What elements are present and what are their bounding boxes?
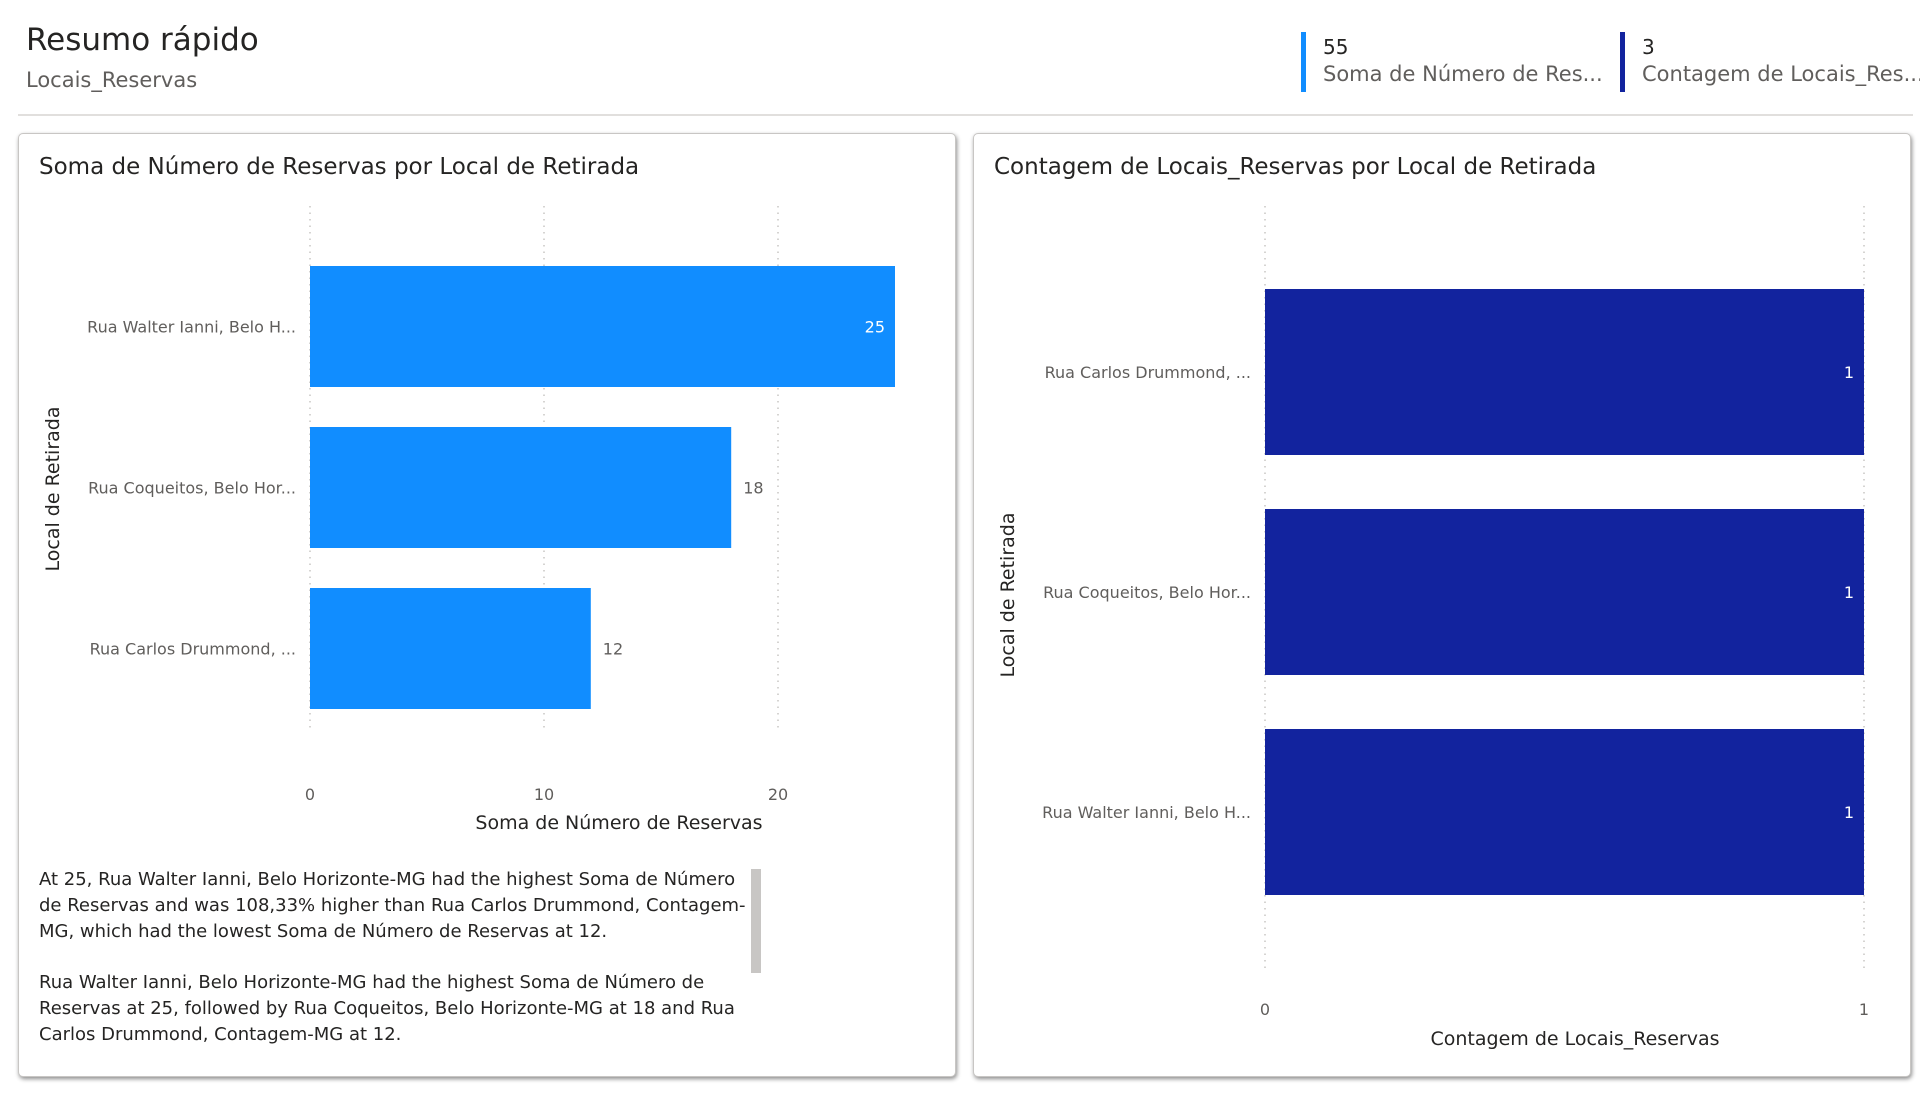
kpi-value: 55 <box>1323 35 1349 59</box>
x-tick-label: 1 <box>1859 1000 1869 1019</box>
chart-title: Soma de Número de Reservas por Local de … <box>39 154 640 180</box>
y-axis-title: Local de Retirada <box>42 407 64 572</box>
category-label: Rua Coqueitos, Belo Hor... <box>1043 583 1251 602</box>
bar[interactable] <box>1265 289 1864 455</box>
x-tick-label: 10 <box>534 785 554 804</box>
bar[interactable] <box>1265 509 1864 675</box>
smart-narrative: At 25, Rua Walter Ianni, Belo Horizonte-… <box>39 867 749 1073</box>
kpi-card-sum-reservas[interactable]: 55 Soma de Número de Res... <box>1301 32 1603 92</box>
y-axis-title: Local de Retirada <box>997 513 1019 678</box>
data-label: 1 <box>1844 803 1854 822</box>
data-label: 18 <box>743 479 763 498</box>
kpi-card-count-locais[interactable]: 3 Contagem de Locais_Res... <box>1620 32 1920 92</box>
data-label: 1 <box>1844 363 1854 382</box>
bar[interactable] <box>1265 729 1864 895</box>
x-axis-title: Soma de Número de Reservas <box>475 812 762 834</box>
bar[interactable] <box>310 266 895 387</box>
kpi-label: Contagem de Locais_Res... <box>1642 62 1920 86</box>
kpi-value: 3 <box>1642 35 1655 59</box>
x-tick-label: 20 <box>768 785 788 804</box>
bar-chart-sum-reservas[interactable]: 0 10 20 Rua Walter Ianni, Belo H... 25 Rua Co… <box>19 134 955 854</box>
chart-title: Contagem de Locais_Reservas por Local de… <box>994 154 1597 180</box>
x-axis-title: Contagem de Locais_Reservas <box>1431 1028 1720 1050</box>
data-label: 12 <box>603 640 623 659</box>
narrative-paragraph: Rua Walter Ianni, Belo Horizonte-MG had … <box>39 972 735 1045</box>
header-divider <box>18 114 1913 116</box>
chart-card-sum-reservas[interactable]: Soma de Número de Reservas por Local de … <box>18 133 956 1077</box>
page-subtitle: Locais_Reservas <box>26 68 198 92</box>
kpi-label: Soma de Número de Res... <box>1323 62 1603 86</box>
category-label: Rua Carlos Drummond, ... <box>90 640 296 659</box>
bar[interactable] <box>310 588 591 709</box>
data-label: 25 <box>865 318 885 337</box>
page-title: Resumo rápido <box>26 22 259 58</box>
x-tick-label: 0 <box>1260 1000 1270 1019</box>
narrative-paragraph: At 25, Rua Walter Ianni, Belo Horizonte-… <box>39 869 746 942</box>
chart-card-count-locais[interactable]: Contagem de Locais_Reservas por Local de… <box>973 133 1911 1077</box>
narrative-scrollbar[interactable] <box>751 869 761 973</box>
category-label: Rua Walter Ianni, Belo H... <box>87 318 296 337</box>
x-tick-label: 0 <box>305 785 315 804</box>
bar[interactable] <box>310 427 732 548</box>
category-label: Rua Carlos Drummond, ... <box>1045 363 1251 382</box>
category-label: Rua Coqueitos, Belo Hor... <box>88 479 296 498</box>
data-label: 1 <box>1844 583 1854 602</box>
category-label: Rua Walter Ianni, Belo H... <box>1042 803 1251 822</box>
bar-chart-count-locais[interactable]: 0 1 Rua Carlos Drummond, ... 1 Rua Coqueitos… <box>974 134 1910 1074</box>
